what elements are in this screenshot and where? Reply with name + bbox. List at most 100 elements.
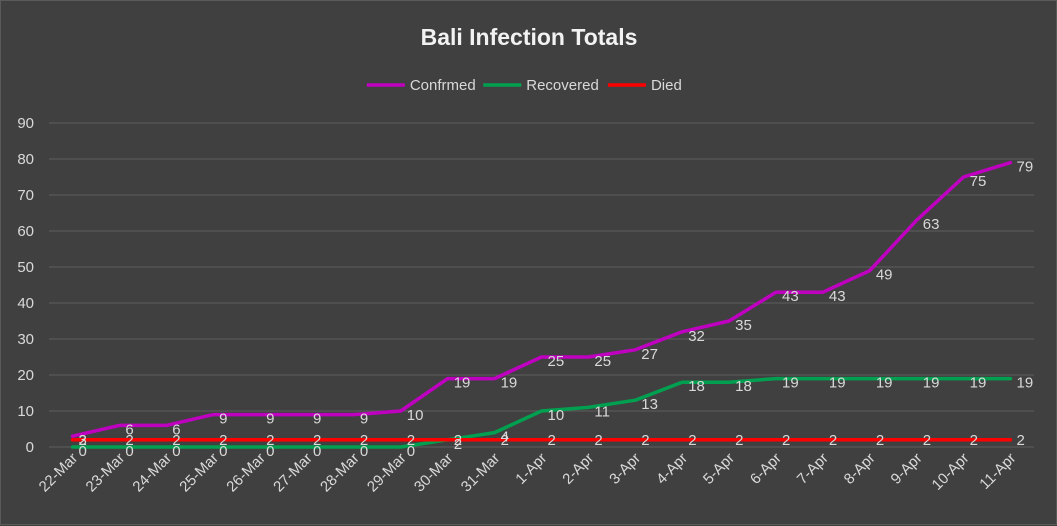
data-label-died: 2 [407, 432, 415, 449]
x-tick-label: 10-Apr [929, 450, 973, 494]
data-label-died: 2 [641, 432, 649, 449]
x-tick-label: 5-Apr [700, 450, 738, 488]
chart-title: Bali Infection Totals [421, 24, 638, 50]
data-label-recovered: 19 [876, 375, 893, 392]
chart-legend: Confrmed Recovered Died [366, 77, 682, 94]
data-label-died: 2 [688, 432, 696, 449]
chart-gridlines [49, 122, 1034, 448]
series-line-confrmed [70, 160, 1013, 438]
data-label-recovered: 18 [688, 378, 705, 395]
data-label-died: 2 [735, 432, 743, 449]
x-tick-label: 31-Mar [458, 450, 504, 496]
x-tick-label: 24-Mar [129, 450, 175, 496]
data-label-recovered: 0 [266, 443, 274, 460]
x-tick-label: 25-Mar [176, 450, 222, 496]
x-tick-label: 29-Mar [364, 450, 410, 496]
y-tick-label: 40 [17, 295, 34, 312]
data-label-died: 2 [172, 432, 180, 449]
x-tick-label: 22-Mar [36, 450, 82, 496]
data-labels: 3 6 6 9 9 9 9 10 19 19 25 25 27 32 35 43 43 49 63 75 79 0 0 0 0 0… [78, 159, 1033, 460]
legend-label-recovered: Recovered [526, 77, 599, 94]
data-label-recovered: 2 [454, 436, 462, 453]
data-label-confrmed: 25 [548, 353, 565, 370]
data-label-confrmed: 43 [829, 288, 846, 305]
data-label-died: 2 [360, 432, 368, 449]
x-tick-label: 28-Mar [317, 450, 363, 496]
data-label-died: 2 [454, 432, 462, 449]
data-label-died: 2 [594, 432, 602, 449]
data-label-confrmed: 9 [313, 411, 321, 428]
data-label-recovered: 0 [78, 443, 86, 460]
data-label-died: 2 [782, 432, 790, 449]
data-label-recovered: 0 [407, 443, 415, 460]
legend-label-confrmed: Confrmed [410, 77, 476, 94]
x-axis: 22-Mar 23-Mar 24-Mar 25-Mar 26-Mar 27-Mar 28-M… [36, 450, 1020, 496]
y-tick-label: 10 [17, 403, 34, 420]
data-label-recovered: 13 [641, 396, 658, 413]
data-label-confrmed: 9 [219, 411, 227, 428]
data-label-confrmed: 43 [782, 288, 799, 305]
data-label-died: 2 [266, 432, 274, 449]
data-label-died: 2 [125, 432, 133, 449]
y-tick-label: 0 [26, 439, 34, 456]
data-label-died: 2 [219, 432, 227, 449]
data-label-confrmed: 79 [1017, 159, 1034, 176]
series-line-recovered [70, 376, 1013, 449]
data-label-recovered: 19 [782, 375, 799, 392]
legend-item-died: Died [607, 77, 682, 94]
data-label-died: 2 [1017, 432, 1025, 449]
y-tick-label: 70 [17, 187, 34, 204]
data-label-confrmed: 75 [970, 173, 987, 190]
data-label-confrmed: 19 [454, 375, 471, 392]
x-tick-label: 8-Apr [841, 450, 879, 488]
data-label-confrmed: 25 [594, 353, 611, 370]
y-tick-label: 30 [17, 331, 34, 348]
data-label-recovered: 11 [594, 403, 610, 420]
data-label-died: 2 [876, 432, 884, 449]
x-tick-label: 1-Apr [512, 450, 550, 488]
data-label-recovered: 10 [548, 407, 565, 424]
x-tick-label: 27-Mar [270, 450, 316, 496]
data-label-died: 2 [548, 432, 556, 449]
data-label-confrmed: 49 [876, 267, 893, 284]
x-tick-label: 2-Apr [559, 450, 597, 488]
legend-item-recovered: Recovered [483, 77, 599, 94]
data-label-recovered: 19 [1017, 375, 1034, 392]
x-tick-label: 9-Apr [888, 450, 926, 488]
data-label-confrmed: 35 [735, 317, 752, 334]
x-tick-label: 11-Apr [976, 450, 1019, 493]
data-label-recovered: 18 [735, 378, 752, 395]
data-label-recovered: 19 [970, 375, 987, 392]
x-tick-label: 26-Mar [223, 450, 269, 496]
data-label-recovered: 19 [829, 375, 846, 392]
data-label-confrmed: 63 [923, 216, 940, 233]
data-label-confrmed: 9 [360, 411, 368, 428]
data-label-confrmed: 27 [641, 346, 658, 363]
data-label-died: 2 [923, 432, 931, 449]
x-tick-label: 3-Apr [606, 450, 644, 488]
x-tick-label: 6-Apr [747, 450, 785, 488]
data-label-recovered: 0 [125, 443, 133, 460]
y-tick-label: 20 [17, 367, 34, 384]
data-label-recovered: 0 [360, 443, 368, 460]
data-label-recovered: 0 [219, 443, 227, 460]
data-label-confrmed: 6 [172, 421, 180, 438]
y-tick-label: 50 [17, 259, 34, 276]
x-tick-label: 7-Apr [794, 450, 832, 488]
data-label-confrmed: 3 [78, 432, 86, 449]
data-label-died: 2 [970, 432, 978, 449]
data-label-confrmed: 32 [688, 328, 705, 345]
data-label-died: 2 [78, 432, 86, 449]
data-label-died: 2 [501, 432, 509, 449]
data-label-died: 2 [829, 432, 837, 449]
data-label-recovered: 0 [313, 443, 321, 460]
y-tick-label: 90 [17, 115, 34, 132]
data-label-recovered: 19 [923, 375, 940, 392]
data-label-confrmed: 10 [407, 407, 424, 424]
data-label-confrmed: 19 [501, 375, 518, 392]
legend-label-died: Died [651, 77, 682, 94]
data-label-recovered: 0 [172, 443, 180, 460]
y-tick-label: 80 [17, 151, 34, 168]
